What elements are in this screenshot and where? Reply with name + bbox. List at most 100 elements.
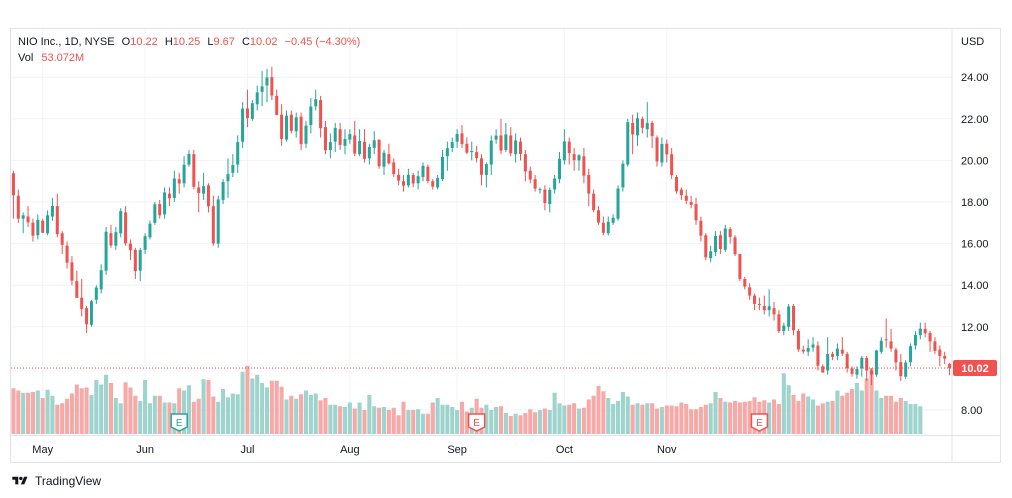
candle-body bbox=[767, 306, 771, 311]
candle-body bbox=[928, 333, 932, 342]
earnings-marker[interactable]: E bbox=[467, 413, 486, 432]
volume-bar bbox=[884, 395, 889, 434]
volume-bar bbox=[576, 408, 582, 434]
candle-body bbox=[684, 195, 688, 201]
candle-body bbox=[562, 141, 566, 161]
volume-bar bbox=[679, 402, 684, 434]
volume-bar bbox=[513, 413, 518, 434]
volume-bar bbox=[274, 380, 279, 434]
volume-bar bbox=[21, 392, 26, 434]
candle-body bbox=[660, 143, 664, 163]
volume-bar bbox=[889, 395, 894, 434]
candle-body bbox=[382, 152, 386, 167]
candle-body bbox=[592, 193, 596, 211]
volume-bar bbox=[201, 379, 206, 434]
earnings-marker[interactable]: E bbox=[750, 413, 769, 432]
candle-body bbox=[479, 158, 484, 175]
volume-bar bbox=[786, 385, 791, 434]
candle-body bbox=[55, 206, 59, 235]
volume-bar bbox=[240, 371, 245, 434]
volume-bar bbox=[557, 403, 562, 434]
candle-body bbox=[60, 233, 64, 245]
candle-body bbox=[289, 114, 293, 131]
candle-body bbox=[416, 176, 420, 184]
candle-body bbox=[31, 222, 35, 236]
candle-body bbox=[41, 220, 45, 233]
volume-bar bbox=[606, 398, 611, 434]
volume-bar bbox=[845, 392, 850, 434]
candle-body bbox=[796, 330, 800, 350]
candle-body bbox=[587, 174, 591, 194]
volume-bar bbox=[377, 407, 382, 434]
candle-body bbox=[733, 237, 737, 255]
volume-bar bbox=[518, 415, 523, 434]
volume-bar bbox=[235, 394, 240, 434]
volume-bar bbox=[625, 396, 630, 434]
volume-bar bbox=[128, 387, 133, 434]
candle-body bbox=[406, 174, 410, 186]
candle-body bbox=[143, 236, 147, 250]
volume-bar bbox=[810, 399, 816, 434]
candle-body bbox=[865, 358, 869, 371]
candle-body bbox=[850, 368, 854, 374]
candle-body bbox=[362, 141, 366, 159]
tradingview-logo[interactable]: TradingView bbox=[10, 472, 101, 490]
y-tick-label: 24.00 bbox=[961, 72, 989, 84]
candle-body bbox=[933, 341, 937, 351]
volume-bar bbox=[635, 403, 640, 434]
candle-body bbox=[280, 114, 284, 139]
earnings-marker[interactable]: E bbox=[170, 413, 188, 432]
volume-bar bbox=[230, 393, 235, 434]
volume-bar bbox=[455, 410, 460, 434]
volume-bar bbox=[186, 385, 192, 434]
volume-bar bbox=[294, 398, 299, 434]
candle-body bbox=[99, 270, 103, 290]
volume-bar bbox=[318, 400, 323, 434]
earnings-marker-shape bbox=[170, 413, 188, 432]
legend-close-label: C bbox=[241, 36, 250, 48]
candle-body bbox=[426, 166, 430, 181]
volume-bar bbox=[323, 398, 328, 434]
candle-body bbox=[553, 178, 557, 190]
volume-bar bbox=[903, 401, 908, 434]
volume-bar bbox=[450, 407, 455, 434]
x-tick-label: Aug bbox=[340, 444, 360, 456]
volume-bar bbox=[147, 403, 153, 434]
candle-body bbox=[938, 349, 942, 356]
x-tick-label: May bbox=[32, 444, 53, 456]
candle-body bbox=[255, 92, 259, 105]
volume-bar bbox=[352, 408, 357, 434]
candle-body bbox=[801, 349, 805, 352]
volume-bar bbox=[669, 405, 674, 434]
volume-bar bbox=[225, 397, 231, 434]
volume-bar bbox=[206, 380, 211, 434]
last-price-value: 10.02 bbox=[961, 363, 989, 375]
candle-body bbox=[314, 99, 318, 107]
earnings-marker-label: E bbox=[473, 418, 480, 429]
candle-body bbox=[518, 141, 523, 154]
candle-body bbox=[128, 243, 132, 251]
legend-low-value: 9.67 bbox=[213, 36, 235, 48]
y-tick-label: 20.00 bbox=[961, 155, 989, 167]
candle-body bbox=[718, 235, 722, 250]
volume-bar bbox=[869, 368, 874, 434]
volume-bar bbox=[820, 403, 825, 434]
volume-bar bbox=[781, 373, 786, 434]
volume-bar bbox=[118, 403, 123, 434]
candle-body bbox=[904, 362, 908, 377]
volume-bar bbox=[269, 380, 274, 434]
candle-body bbox=[148, 223, 152, 238]
candle-body bbox=[11, 173, 15, 196]
candle-body bbox=[840, 349, 844, 354]
candle-body bbox=[192, 154, 196, 187]
volume-bar bbox=[645, 403, 650, 434]
volume-bar bbox=[850, 389, 855, 434]
candle-body bbox=[455, 133, 459, 142]
candle-body bbox=[94, 287, 98, 300]
candle-body bbox=[631, 122, 635, 135]
volume-bar bbox=[108, 383, 113, 434]
candle-body bbox=[777, 314, 781, 332]
volume-bar bbox=[26, 392, 31, 434]
volume-bar bbox=[630, 404, 635, 434]
